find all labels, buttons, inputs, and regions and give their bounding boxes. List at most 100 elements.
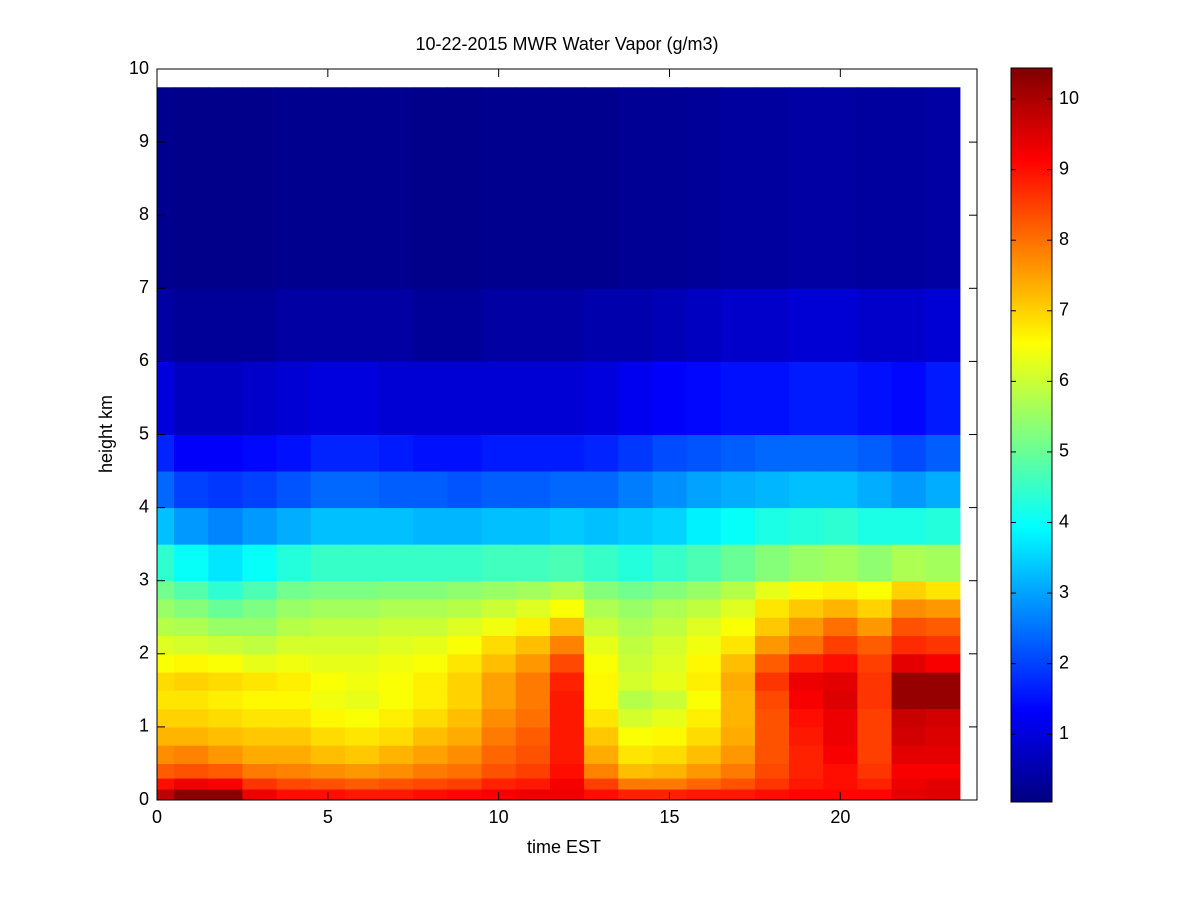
y-tick-label: 9 — [139, 131, 149, 151]
heatmap-cell — [857, 690, 893, 710]
y-tick-label: 5 — [139, 423, 149, 443]
heatmap-cell — [549, 778, 585, 790]
heatmap-cell — [549, 617, 585, 637]
heatmap-cell — [686, 708, 722, 728]
heatmap-cell — [157, 434, 175, 472]
heatmap-cell — [515, 763, 551, 779]
heatmap-cell — [515, 708, 551, 728]
heatmap-cell — [276, 745, 312, 764]
heatmap-cell — [310, 690, 346, 710]
heatmap-cell — [413, 544, 448, 582]
heatmap-cell — [584, 544, 619, 582]
heatmap-cell — [344, 87, 380, 289]
heatmap-cell — [652, 87, 688, 289]
heatmap-cell — [157, 653, 175, 673]
heatmap-cell — [242, 789, 278, 801]
heatmap-cell — [549, 471, 585, 509]
heatmap-cell — [174, 690, 209, 710]
heatmap-cell — [447, 617, 483, 637]
heatmap-cell — [447, 598, 483, 618]
heatmap-cell — [584, 598, 619, 618]
heatmap-cell — [447, 726, 483, 746]
heatmap-cell — [515, 672, 551, 691]
heatmap-cell — [652, 672, 688, 691]
heatmap-cell — [379, 726, 414, 746]
heatmap-cell — [174, 635, 209, 655]
heatmap-cell — [925, 726, 961, 746]
heatmap-cell — [652, 471, 688, 509]
heatmap-cell — [447, 87, 483, 289]
heatmap-cell — [413, 635, 448, 655]
heatmap-cell — [823, 672, 858, 691]
colorbar-tick-label: 4 — [1059, 511, 1069, 531]
heatmap-cell — [754, 87, 790, 289]
heatmap-cell — [413, 361, 448, 435]
heatmap-cell — [720, 745, 756, 764]
heatmap-cell — [720, 471, 756, 509]
heatmap-cell — [857, 434, 893, 472]
heatmap-cell — [789, 635, 824, 655]
heatmap-cell — [754, 580, 790, 600]
heatmap-cell — [584, 635, 619, 655]
heatmap-cell — [208, 598, 243, 618]
heatmap-cell — [276, 635, 312, 655]
heatmap-cell — [276, 690, 312, 710]
heatmap-cell — [174, 361, 209, 435]
heatmap-cell — [925, 598, 961, 618]
colorbar — [1010, 67, 1053, 803]
heatmap-cell — [242, 361, 278, 435]
heatmap-cell — [413, 745, 448, 764]
heatmap-cell — [823, 653, 858, 673]
heatmap-cell — [157, 471, 175, 509]
heatmap-cell — [481, 745, 517, 764]
heatmap-cell — [447, 745, 483, 764]
heatmap-cell — [857, 87, 893, 289]
heatmap-cell — [686, 471, 722, 509]
heatmap-cell — [242, 598, 278, 618]
heatmap-cell — [549, 580, 585, 600]
heatmap-cell — [823, 598, 858, 618]
heatmap-cell — [310, 361, 346, 435]
heatmap-cell — [925, 434, 961, 472]
heatmap-cell — [481, 672, 517, 691]
heatmap-cell — [242, 653, 278, 673]
heatmap-cell — [891, 672, 927, 691]
heatmap-cell — [344, 544, 380, 582]
heatmap-cell — [891, 635, 927, 655]
heatmap-cell — [857, 745, 893, 764]
heatmap-cell — [891, 708, 927, 728]
heatmap-cell — [379, 507, 414, 545]
heatmap-cell — [208, 778, 243, 790]
heatmap-cell — [549, 361, 585, 435]
heatmap-cell — [413, 763, 448, 779]
heatmap-cell — [242, 288, 278, 362]
heatmap-cell — [754, 653, 790, 673]
heatmap-cell — [310, 763, 346, 779]
heatmap-cell — [618, 789, 653, 801]
heatmap-cell — [925, 361, 961, 435]
heatmap-cell — [447, 778, 483, 790]
colorbar-tick-label: 7 — [1059, 300, 1069, 320]
heatmap-cell — [481, 617, 517, 637]
heatmap-cell — [310, 745, 346, 764]
heatmap-cell — [515, 580, 551, 600]
heatmap-cell — [754, 617, 790, 637]
heatmap-cell — [584, 778, 619, 790]
y-tick-label: 6 — [139, 350, 149, 370]
heatmap-cell — [686, 361, 722, 435]
heatmap-cell — [789, 617, 824, 637]
heatmap-cell — [549, 672, 585, 691]
heatmap-cell — [515, 471, 551, 509]
heatmap-cell — [857, 635, 893, 655]
heatmap-cell — [891, 598, 927, 618]
heatmap-cell — [857, 544, 893, 582]
heatmap-cell — [720, 653, 756, 673]
heatmap-cell — [174, 672, 209, 691]
heatmap-cell — [618, 544, 653, 582]
heatmap-cell — [242, 471, 278, 509]
heatmap-cell — [379, 87, 414, 289]
heatmap-cell — [174, 471, 209, 509]
x-tick-label: 5 — [323, 807, 333, 827]
heatmap-cell — [857, 763, 893, 779]
heatmap-cell — [925, 672, 961, 691]
